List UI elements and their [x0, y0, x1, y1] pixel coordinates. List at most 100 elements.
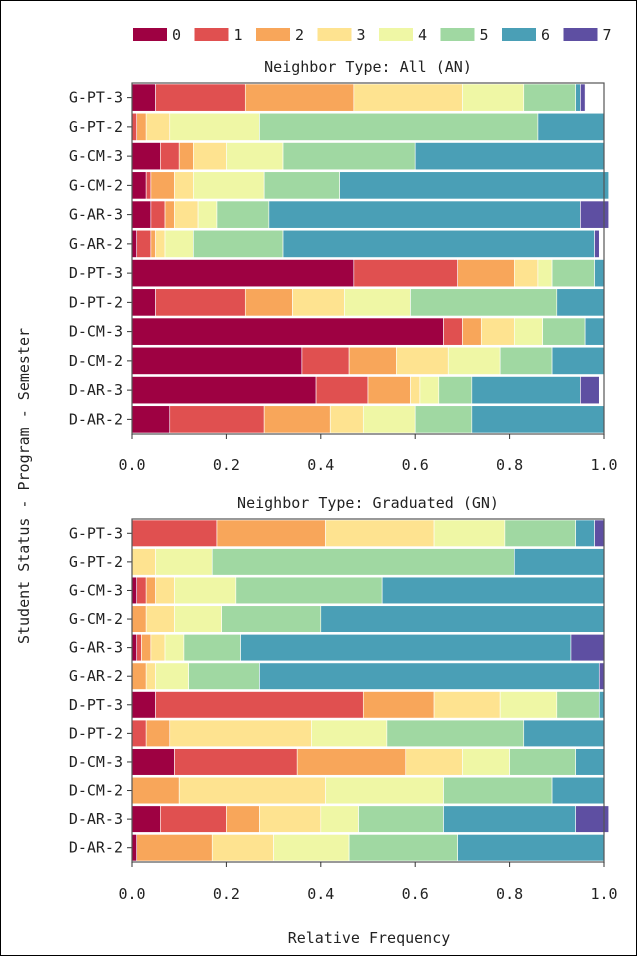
x-tick-label: 0.0	[118, 456, 145, 474]
bar-G-CM-2-1	[146, 172, 151, 199]
legend-label-6: 6	[541, 26, 550, 44]
bar-G-CM-3-4	[226, 143, 283, 170]
bar-G-AR-2-2	[151, 230, 156, 257]
bar-G-PT-2-3	[146, 113, 170, 140]
bar-D-CM-2-0	[132, 347, 302, 374]
bar-G-CM-2-5	[222, 606, 321, 633]
bar-D-PT-2-5	[387, 720, 524, 747]
y-tick-label: G-PT-2	[69, 553, 123, 571]
bar-G-AR-3-3	[151, 634, 165, 661]
bar-D-CM-3-2	[297, 749, 406, 776]
bar-D-AR-3-2	[368, 377, 410, 404]
bar-D-PT-3-1	[156, 692, 364, 719]
bar-G-PT-3-2	[245, 84, 354, 111]
bar-D-CM-3-4	[462, 749, 509, 776]
bar-G-AR-3-5	[217, 201, 269, 228]
bar-G-CM-2-3	[174, 172, 193, 199]
legend-label-2: 2	[295, 26, 304, 44]
legend-swatch-2	[256, 28, 290, 41]
bar-G-AR-3-4	[198, 201, 217, 228]
bar-G-PT-3-5	[505, 520, 576, 547]
legend-label-3: 3	[357, 26, 366, 44]
bar-D-AR-3-3	[410, 377, 419, 404]
legend-swatch-3	[318, 28, 352, 41]
bar-D-PT-2-2	[245, 289, 292, 316]
bar-G-CM-3-4	[174, 577, 235, 604]
bar-G-CM-3-1	[137, 577, 146, 604]
x-tick-label: 0.6	[402, 456, 429, 474]
bar-D-AR-2-2	[137, 834, 213, 861]
bar-G-AR-3-1	[151, 201, 165, 228]
bar-D-AR-3-6	[444, 806, 576, 833]
bar-D-AR-2-3	[330, 406, 363, 433]
bar-G-CM-2-2	[132, 606, 146, 633]
legend-swatch-1	[195, 28, 229, 41]
bar-G-AR-3-0	[132, 201, 151, 228]
bar-D-AR-3-5	[359, 806, 444, 833]
bar-D-AR-3-6	[472, 377, 581, 404]
bar-D-AR-2-5	[415, 406, 472, 433]
bar-D-PT-3-2	[363, 692, 434, 719]
bar-G-CM-3-2	[179, 143, 193, 170]
bar-D-PT-3-5	[552, 260, 594, 287]
y-tick-label: G-CM-3	[69, 581, 123, 599]
bar-G-AR-2-1	[137, 230, 151, 257]
y-tick-label: G-CM-2	[69, 610, 123, 628]
bar-D-AR-3-0	[132, 806, 160, 833]
bar-G-AR-2-6	[259, 663, 599, 690]
panel-title: Neighbor Type: Graduated (GN)	[237, 494, 499, 512]
bar-D-CM-3-4	[514, 318, 542, 345]
legend-label-4: 4	[418, 26, 427, 44]
bar-G-CM-2-4	[174, 606, 221, 633]
bar-D-PT-2-4	[344, 289, 410, 316]
bar-D-AR-2-2	[264, 406, 330, 433]
bar-G-PT-2-4	[156, 549, 213, 576]
bar-D-AR-3-1	[316, 377, 368, 404]
y-tick-label: G-CM-3	[69, 147, 123, 165]
bar-D-AR-2-3	[212, 834, 273, 861]
panel-title: Neighbor Type: All (AN)	[264, 58, 472, 76]
legend-swatch-7	[564, 28, 598, 41]
bar-D-PT-3-3	[434, 692, 500, 719]
bar-D-AR-3-7	[580, 377, 599, 404]
x-tick-label: 0.0	[118, 885, 145, 903]
bar-G-AR-2-3	[156, 230, 165, 257]
legend-label-5: 5	[480, 26, 489, 44]
bar-G-AR-2-7	[599, 663, 604, 690]
bar-G-PT-3-5	[524, 84, 576, 111]
bar-D-AR-2-0	[132, 834, 137, 861]
bar-G-CM-3-0	[132, 143, 160, 170]
bar-D-CM-2-5	[444, 777, 553, 804]
bar-D-PT-2-1	[156, 289, 246, 316]
bar-G-CM-3-0	[132, 577, 137, 604]
legend-label-0: 0	[172, 26, 181, 44]
bar-G-PT-3-4	[462, 84, 523, 111]
x-tick-label: 0.2	[213, 456, 240, 474]
bar-G-PT-3-3	[326, 520, 435, 547]
bar-G-AR-3-4	[165, 634, 184, 661]
bar-D-PT-3-6	[595, 260, 604, 287]
bar-D-CM-2-2	[132, 777, 179, 804]
bar-G-PT-3-7	[580, 84, 585, 111]
bar-D-PT-3-6	[599, 692, 604, 719]
bar-G-CM-3-5	[283, 143, 415, 170]
legend-swatch-6	[502, 28, 536, 41]
bar-G-CM-2-0	[132, 172, 146, 199]
bar-D-PT-3-5	[557, 692, 599, 719]
bar-D-CM-2-2	[349, 347, 396, 374]
bar-G-AR-3-7	[571, 634, 604, 661]
bar-G-CM-3-5	[236, 577, 382, 604]
legend-swatch-0	[133, 28, 167, 41]
y-tick-label: D-CM-3	[69, 323, 123, 341]
y-tick-label: D-AR-3	[69, 381, 123, 399]
bar-G-PT-2-5	[259, 113, 537, 140]
legend-label-7: 7	[603, 26, 612, 44]
bar-D-CM-3-1	[444, 318, 463, 345]
y-tick-label: G-CM-2	[69, 176, 123, 194]
bar-D-PT-2-6	[557, 289, 604, 316]
legend-swatch-5	[441, 28, 475, 41]
bar-D-AR-2-0	[132, 406, 170, 433]
bar-G-CM-3-3	[156, 577, 175, 604]
x-axis-label: Relative Frequency	[288, 929, 451, 947]
